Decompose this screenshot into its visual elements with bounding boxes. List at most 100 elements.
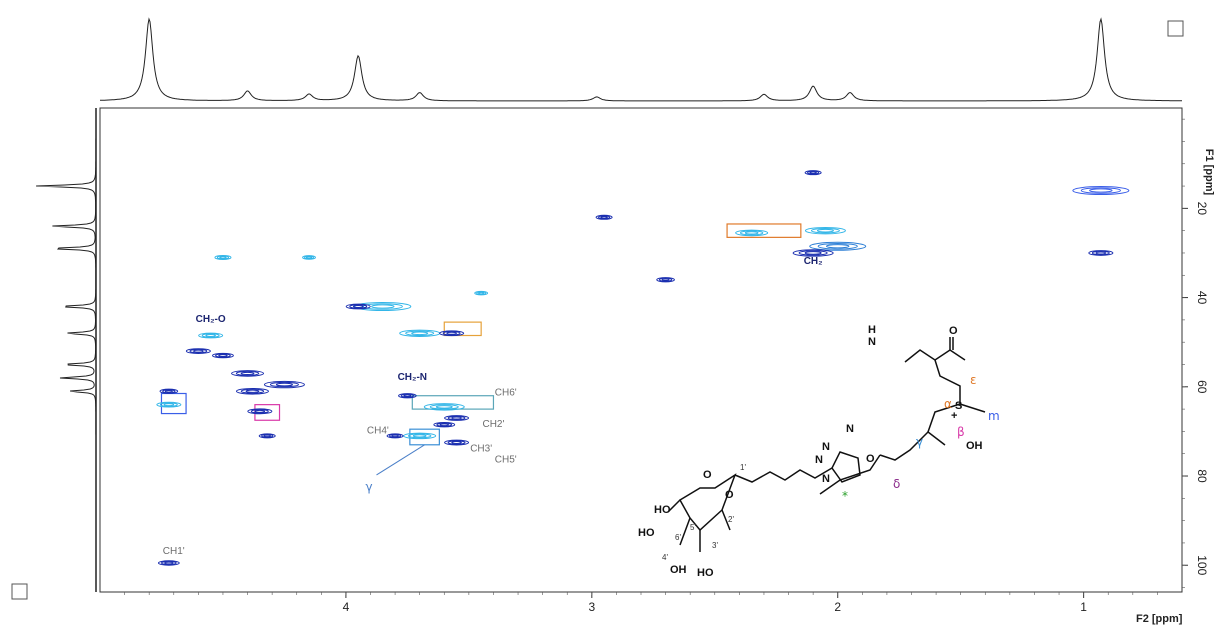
cross-peak [809, 241, 867, 251]
peak-label: CH₂-N [398, 372, 427, 383]
cross-peak-contour [798, 250, 828, 256]
cross-peak-contour [739, 230, 764, 236]
cross-peak-contour [352, 305, 364, 309]
epsilon-label: ε [970, 373, 977, 387]
cross-peak-contour [656, 277, 675, 283]
cross-peak-contour [451, 416, 462, 420]
cross-peak-contour [275, 382, 293, 387]
cross-peak-contour [161, 560, 177, 566]
cross-peak-contour [345, 303, 371, 310]
cross-peak-contour [423, 403, 465, 411]
peak-label: CH₂ [804, 256, 823, 267]
left-projection-trace [36, 108, 97, 592]
cross-peak [656, 277, 675, 283]
cross-peak-contour [451, 441, 462, 445]
triazole-n-label-1: N [846, 423, 854, 435]
cross-peak [386, 433, 404, 439]
peak-label: CH4' [367, 426, 389, 437]
delta-label: δ [893, 477, 900, 491]
cross-peak-contour [447, 415, 466, 421]
cross-peak [156, 401, 182, 408]
cross-peak-contour [159, 402, 178, 407]
cross-peak-contour [442, 331, 461, 336]
cross-peak-contour [218, 354, 228, 357]
cross-peak-contour [411, 331, 429, 336]
ho-label-3: HO [697, 567, 714, 579]
triazole-linker [819, 454, 881, 495]
glycosidic-o-label: O [725, 489, 734, 501]
cross-peak-contour [407, 433, 432, 439]
cross-peak-contour [1072, 186, 1130, 196]
nh-h-label: H [868, 324, 876, 336]
structure-labels: H N O S + OH O N N N N O O HO HO OH HO 1… [638, 324, 1000, 579]
cross-peak-contour [403, 432, 437, 440]
cross-peak [214, 254, 232, 260]
y-tick-label: 40 [1195, 291, 1209, 305]
cross-peak [231, 370, 265, 377]
cross-peak-contour [371, 304, 395, 309]
cross-peak-contour [804, 170, 822, 176]
cross-peak [792, 249, 834, 257]
cross-peak-contour [235, 387, 269, 395]
cross-peak-contour [164, 389, 173, 393]
oh-label: OH [670, 564, 687, 576]
c2-label: 2' [728, 515, 734, 524]
cross-peak-contour [193, 349, 204, 353]
checkbox-top-right[interactable] [1167, 20, 1184, 37]
cross-peak-contour [240, 371, 255, 376]
ho-label-2: HO [638, 527, 655, 539]
cross-peak [403, 432, 437, 440]
cross-peak [474, 290, 489, 296]
cross-peak-contour [240, 388, 265, 394]
y-axis-title: F1 [ppm] [1203, 149, 1215, 196]
cross-peak-contour [245, 389, 260, 393]
c4-label: 4' [662, 553, 668, 562]
cross-peak-contour [388, 433, 402, 438]
triazole-n-label-4: N [822, 473, 830, 485]
cross-peak-contour [212, 352, 234, 359]
gamma-annotation: γ [366, 444, 425, 494]
sulfonium-charge: + [951, 410, 957, 422]
cross-peak-contour [433, 422, 456, 428]
triazole-ring [831, 451, 861, 483]
highlight-box [726, 223, 802, 238]
carbonyl-o-label: O [949, 325, 958, 337]
cross-peak [1072, 186, 1130, 196]
cross-peak-contour [163, 403, 175, 407]
cross-peak-contour [826, 244, 850, 249]
cross-peak [185, 348, 211, 355]
peak-label: CH3' [470, 443, 492, 454]
cross-peak-contour [429, 404, 459, 410]
cross-peak-contour [354, 302, 412, 312]
c6-label: 6' [675, 533, 681, 542]
sulfonium-s-label: S [955, 400, 962, 412]
cross-peak-contour [439, 423, 449, 427]
cross-peak-contour [235, 370, 260, 376]
cross-peak-contour [661, 278, 670, 282]
cross-peak-contour [269, 381, 299, 388]
checkbox-bottom-left[interactable] [11, 583, 28, 600]
top-projection-path [100, 17, 1182, 102]
linker-bonds [927, 403, 961, 446]
s-methyl-bond [959, 403, 986, 413]
peak-label: CH2' [482, 419, 504, 430]
cross-peak-contour [476, 291, 487, 295]
y-tick-label: 20 [1195, 202, 1209, 216]
y-tick-label: 100 [1195, 555, 1209, 575]
cross-peak-contour [398, 393, 417, 399]
cross-peak-contour [600, 215, 608, 219]
cross-peak-contour [735, 229, 769, 237]
c5-label: 5' [690, 523, 696, 532]
highlight-boxes [160, 223, 802, 446]
cross-peak [198, 332, 224, 339]
cross-peak-contour [412, 434, 427, 438]
cross-peak [157, 560, 180, 566]
cross-peak [1088, 250, 1114, 256]
x-tick-label: 2 [834, 600, 841, 614]
y-tick-label: 80 [1195, 469, 1209, 483]
cross-peak-contour [205, 334, 216, 338]
cross-peak-contour [157, 560, 180, 566]
axis-ticks: 4 3 2 1 20 40 60 80 100 [124, 118, 1209, 614]
cross-peak-contour [1080, 187, 1121, 194]
